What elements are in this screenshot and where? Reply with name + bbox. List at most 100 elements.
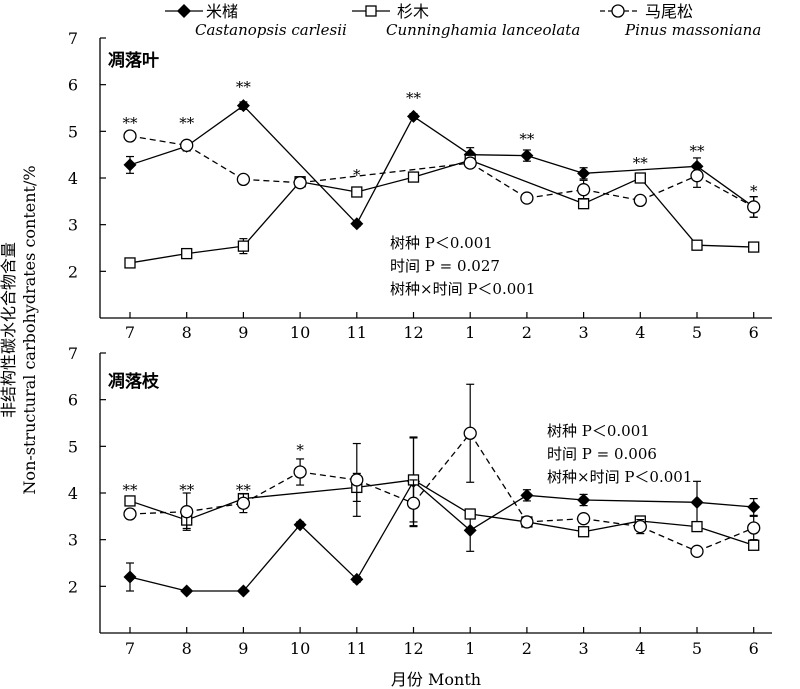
series-castanopsis [123, 436, 761, 598]
data-point-square [748, 539, 760, 551]
series-segment [356, 481, 415, 580]
series-segment [470, 154, 527, 157]
data-point-square [691, 239, 703, 251]
series-segment [413, 115, 471, 156]
data-point-square [237, 240, 250, 252]
x-tick-label: 2 [522, 639, 532, 658]
x-tick-label: 9 [238, 323, 248, 342]
y-tick-label: 5 [68, 437, 78, 456]
stats-line: 时间 P = 0.027 [390, 257, 500, 275]
legend-latin-pinus: Pinus massoniana [624, 21, 761, 39]
series-segment [696, 501, 754, 508]
series-segment [526, 189, 584, 199]
data-point-circle [633, 519, 647, 534]
data-point-diamond [180, 584, 194, 598]
y-tick-label: 2 [68, 262, 78, 281]
data-point-diamond [123, 158, 137, 172]
significance-mark: ** [179, 114, 195, 132]
legend-name-cunninghamia: 杉木 [397, 2, 429, 21]
series-segment [129, 252, 187, 264]
y-tick-label: 7 [68, 344, 78, 363]
stats-line: 树种 P＜0.001 [547, 422, 650, 440]
significance-mark: ** [519, 130, 535, 148]
series-segment [356, 479, 414, 489]
x-tick-label: 8 [182, 639, 192, 658]
series-segment [299, 524, 358, 580]
series-segment [583, 165, 698, 174]
x-tick-label: 11 [347, 323, 367, 342]
series-segment [583, 177, 641, 205]
series-segment [696, 527, 754, 552]
series-segment [583, 499, 698, 503]
significance-mark: ** [633, 154, 649, 172]
data-point-square [577, 526, 590, 538]
series-segment [186, 105, 244, 147]
data-point-circle [123, 129, 137, 143]
data-point-diamond [236, 584, 250, 598]
y-axis-title-zh: 非结构性碳水化合物含量 [0, 242, 18, 418]
stats-line: 树种×时间 P＜0.001 [390, 280, 535, 298]
data-point-diamond [577, 166, 591, 180]
data-point-circle [236, 172, 251, 187]
legend-latin-cunninghamia: Cunninghamia lanceolata [386, 21, 580, 39]
series-segment [526, 521, 584, 533]
series-segment [696, 244, 754, 248]
y-tick-label: 2 [68, 577, 78, 596]
data-point-circle [520, 191, 534, 205]
series-segment [639, 177, 698, 246]
data-point-diamond [123, 570, 137, 584]
series-segment [129, 511, 187, 515]
series-segment [469, 432, 528, 523]
series-segment [413, 159, 471, 178]
legend: 米槠 Castanopsis carlesii 杉木 Cunninghamia … [165, 2, 761, 39]
data-point-square [748, 241, 760, 253]
data-point-diamond [407, 109, 420, 123]
x-tick-label: 4 [635, 639, 645, 658]
series-segment [299, 181, 357, 193]
x-tick-label: 7 [125, 323, 135, 342]
data-point-circle [123, 507, 137, 521]
series-segment [413, 479, 471, 515]
data-point-square [124, 495, 136, 507]
legend-name-pinus: 马尾松 [645, 2, 693, 21]
series-segment [469, 159, 584, 205]
series-cunninghamia [124, 437, 760, 551]
series-segment [243, 486, 357, 500]
series-segment [696, 525, 754, 546]
data-point-circle [293, 465, 307, 479]
series-segment [696, 175, 755, 208]
series-segment [640, 526, 698, 552]
series-segment [413, 480, 471, 531]
y-tick-label: 4 [68, 169, 78, 188]
series-segment [129, 576, 187, 592]
series-castanopsis [123, 99, 761, 231]
y-axis-title-en: Non-structural carbohydrates content/% [20, 165, 39, 494]
x-tick-label: 12 [403, 323, 423, 342]
data-point-circle [406, 496, 421, 510]
series-segment [356, 176, 414, 193]
series-segment [300, 471, 357, 481]
y-tick-label: 3 [68, 216, 78, 235]
data-point-circle [350, 473, 364, 487]
significance-mark: * [750, 182, 758, 200]
data-point-circle [520, 515, 534, 529]
significance-mark: ** [690, 142, 706, 160]
data-point-diamond [236, 99, 250, 113]
series-segment [356, 116, 415, 225]
series-segment [242, 105, 358, 225]
x-tick-label: 1 [465, 323, 475, 342]
legend-latin-castanopsis: Castanopsis carlesii [195, 21, 347, 39]
series-segment [300, 162, 471, 184]
significance-mark: ** [123, 481, 139, 499]
series-segment [186, 497, 244, 521]
data-point-circle [236, 496, 251, 510]
x-tick-label: 4 [635, 323, 645, 342]
data-point-diamond [520, 149, 534, 163]
x-tick-label: 5 [692, 639, 702, 658]
series-pinus [123, 129, 761, 218]
y-tick-label: 7 [68, 29, 78, 48]
series-pinus [123, 383, 761, 558]
series-segment [469, 494, 528, 531]
series-segment [186, 502, 244, 513]
